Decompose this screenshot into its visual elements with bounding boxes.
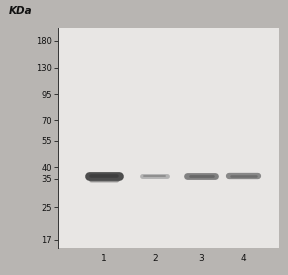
Text: KDa: KDa <box>9 7 33 16</box>
